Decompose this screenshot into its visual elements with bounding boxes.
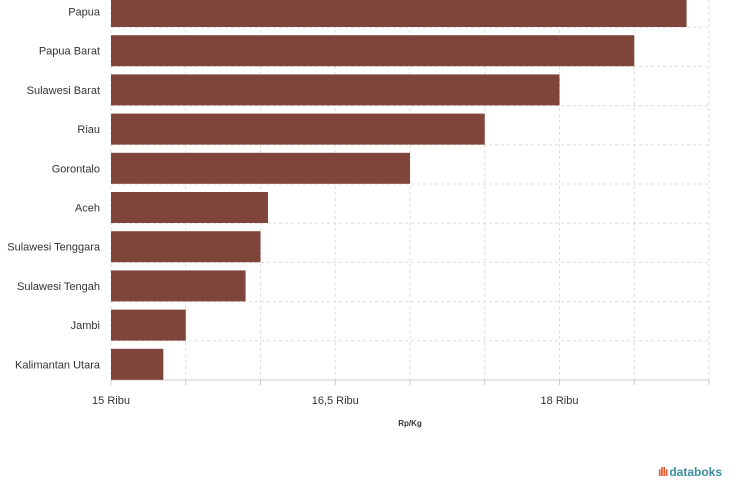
bar-sulawesi-tenggara[interactable] [111,231,261,263]
x-axis-ticks: 15 Ribu 16,5 Ribu 18 Ribu [92,380,710,407]
bar-gorontalo[interactable] [111,152,410,184]
bars-layer [111,0,687,380]
category-label: Kalimantan Utara [15,359,101,371]
category-label: Gorontalo [52,163,100,175]
grid-layer [110,0,710,381]
category-label: Sulawesi Tenggara [7,242,101,254]
x-tick-label: 18 Ribu [541,395,579,407]
signal-wave-icon: ıllı [657,465,668,479]
x-axis-title: Rp/Kg [398,419,422,428]
category-labels: Papua Papua Barat Sulawesi Barat Riau Goront… [7,7,101,372]
bar-papua[interactable] [111,0,687,27]
category-label: Papua [68,7,101,19]
bar-kalimantan-utara[interactable] [111,348,164,380]
bar-jambi[interactable] [111,309,186,341]
category-label: Papua Barat [39,46,100,58]
bar-papua-barat[interactable] [111,35,635,67]
category-label: Aceh [75,203,100,215]
bar-sulawesi-tengah[interactable] [111,270,246,302]
bar-riau[interactable] [111,113,485,145]
category-label: Jambi [71,320,100,332]
bar-sulawesi-barat[interactable] [111,74,560,106]
category-label: Sulawesi Barat [27,85,100,97]
databoks-logo: ıllı databoks [658,465,722,479]
brand-name: databoks [669,465,722,479]
category-label: Sulawesi Tengah [17,281,100,293]
bar-aceh[interactable] [111,192,268,223]
x-tick-label: 15 Ribu [92,395,130,407]
x-tick-label: 16,5 Ribu [312,395,359,407]
category-label: Riau [77,124,100,136]
